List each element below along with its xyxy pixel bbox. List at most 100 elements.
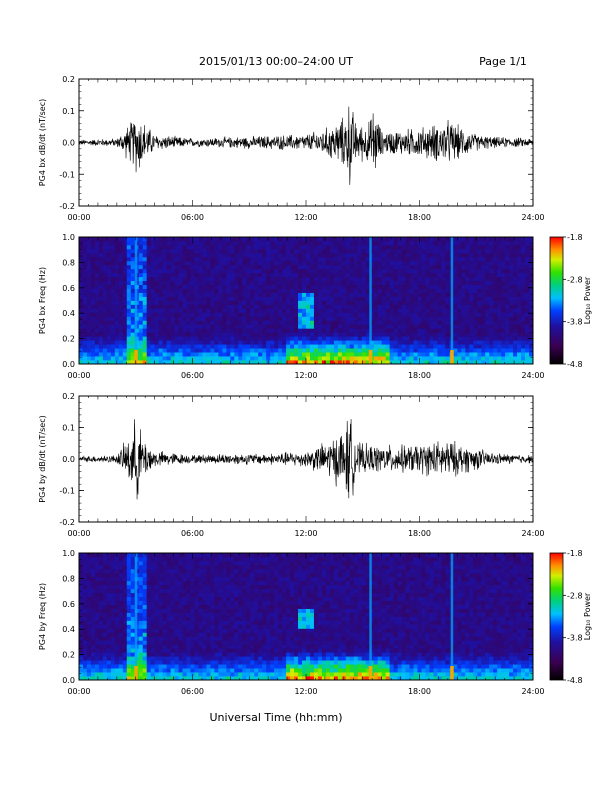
spectrogram-cell xyxy=(126,256,132,262)
spectrogram-cell xyxy=(79,252,84,258)
spectrogram-cell xyxy=(118,332,124,337)
spectrogram-cell xyxy=(146,596,152,602)
spectrogram-cell xyxy=(170,248,175,254)
spectrogram-cell xyxy=(477,332,482,337)
spectrogram-cell xyxy=(497,332,502,337)
spectrogram-cell xyxy=(202,356,207,361)
spectrogram-cell xyxy=(413,300,418,305)
spectrogram-cell xyxy=(425,312,430,317)
spectrogram-cell xyxy=(290,240,295,246)
spectrogram-cell xyxy=(198,300,203,305)
spectrogram-cell xyxy=(509,237,514,242)
spectrogram-cell xyxy=(525,244,530,250)
spectrogram-cell xyxy=(489,272,494,278)
spectrogram-cell xyxy=(154,580,160,586)
spectrogram-cell xyxy=(254,360,259,365)
spectrogram-cell xyxy=(79,676,84,681)
spectrogram-cell xyxy=(166,352,171,357)
spectrogram-cell xyxy=(122,660,128,665)
spectrogram-cell xyxy=(82,240,88,246)
spectrogram-cell xyxy=(290,356,295,361)
spectrogram-cell xyxy=(82,576,88,582)
spectrogram-cell xyxy=(425,276,430,282)
spectrogram-cell xyxy=(218,348,223,353)
spectrogram-cell xyxy=(242,348,247,353)
spectrogram-cell xyxy=(321,340,327,345)
spectrogram-cell xyxy=(246,344,251,349)
spectrogram-cell xyxy=(509,268,514,274)
spectrogram-cell xyxy=(357,324,363,329)
spectrogram-cell xyxy=(433,312,438,317)
spectrogram-cell xyxy=(306,328,311,333)
spectrogram-cell xyxy=(122,284,128,289)
spectrogram-cell xyxy=(345,352,351,357)
y-axis-label: PG4 by dB/dt (nT/sec) xyxy=(38,415,47,502)
spectrogram-cell xyxy=(481,288,486,293)
spectrogram-cell xyxy=(90,320,96,325)
spectrogram-cell xyxy=(110,668,116,673)
spectrogram-cell xyxy=(142,344,148,349)
spectrogram-cell xyxy=(421,248,426,254)
spectrogram-cell xyxy=(417,256,422,262)
spectrogram-cell xyxy=(473,304,478,309)
spectrogram-cell xyxy=(457,268,462,274)
spectrogram-cell xyxy=(485,300,490,305)
spectrogram-cell xyxy=(489,237,494,242)
spectrogram-cell xyxy=(349,272,355,278)
spectrogram-cell xyxy=(158,356,164,361)
spectrogram-cell xyxy=(421,312,426,317)
spectrogram-cell xyxy=(242,288,247,293)
spectrogram-cell xyxy=(174,628,179,633)
spectrogram-cell xyxy=(409,312,414,317)
spectrogram-cell xyxy=(254,336,259,341)
spectrogram-cell xyxy=(349,288,355,293)
spectrogram-cell xyxy=(405,244,410,250)
spectrogram-cell xyxy=(501,237,506,242)
spectrogram-cell xyxy=(501,252,506,258)
spectrogram-cell xyxy=(457,312,462,317)
spectrogram-cell xyxy=(381,240,387,246)
spectrogram-cell xyxy=(457,360,462,365)
spectrogram-cell xyxy=(321,352,327,357)
spectrogram-cell xyxy=(138,300,144,305)
spectrogram-cell xyxy=(481,248,486,254)
spectrogram-cell xyxy=(485,276,490,282)
spectrogram-cell xyxy=(230,356,235,361)
spectrogram-cell xyxy=(106,572,112,578)
spectrogram-cell xyxy=(485,344,490,349)
spectrogram-cell xyxy=(254,240,259,246)
spectrogram-cell xyxy=(521,316,526,321)
spectrogram-cell xyxy=(377,252,383,258)
spectrogram-cell xyxy=(345,340,351,345)
spectrogram-cell xyxy=(158,300,164,305)
spectrogram-cell xyxy=(389,352,395,357)
spectrogram-cell xyxy=(445,272,450,278)
spectrogram-cell xyxy=(79,268,84,274)
spectrogram-cell xyxy=(329,340,335,345)
spectrogram-cell xyxy=(158,252,164,258)
spectrogram-cell xyxy=(317,320,323,325)
spectrogram-cell xyxy=(290,344,295,349)
spectrogram-cell xyxy=(98,616,104,621)
spectrogram-cell xyxy=(114,328,120,333)
spectrogram-cell xyxy=(122,264,128,270)
spectrogram-cell xyxy=(238,260,243,266)
spectrogram-cell xyxy=(278,308,283,313)
spectrogram-cell xyxy=(130,592,136,598)
spectrogram-cell xyxy=(286,260,291,266)
spectrogram-cell xyxy=(266,268,271,274)
spectrogram-cell xyxy=(325,256,331,262)
spectrogram-cell xyxy=(198,344,203,349)
spectrogram-cell xyxy=(421,284,426,289)
spectrogram-cell xyxy=(166,584,171,590)
spectrogram-cell xyxy=(166,348,171,353)
spectrogram-cell xyxy=(329,312,335,317)
spectrogram-cell xyxy=(278,300,283,305)
spectrogram-cell xyxy=(218,240,223,246)
spectrogram-cell xyxy=(397,320,402,325)
spectrogram-cell xyxy=(489,296,494,301)
spectrogram-cell xyxy=(481,348,486,353)
spectrogram-cell xyxy=(309,348,315,353)
spectrogram-cell xyxy=(114,284,120,289)
spectrogram-cell xyxy=(385,332,391,337)
